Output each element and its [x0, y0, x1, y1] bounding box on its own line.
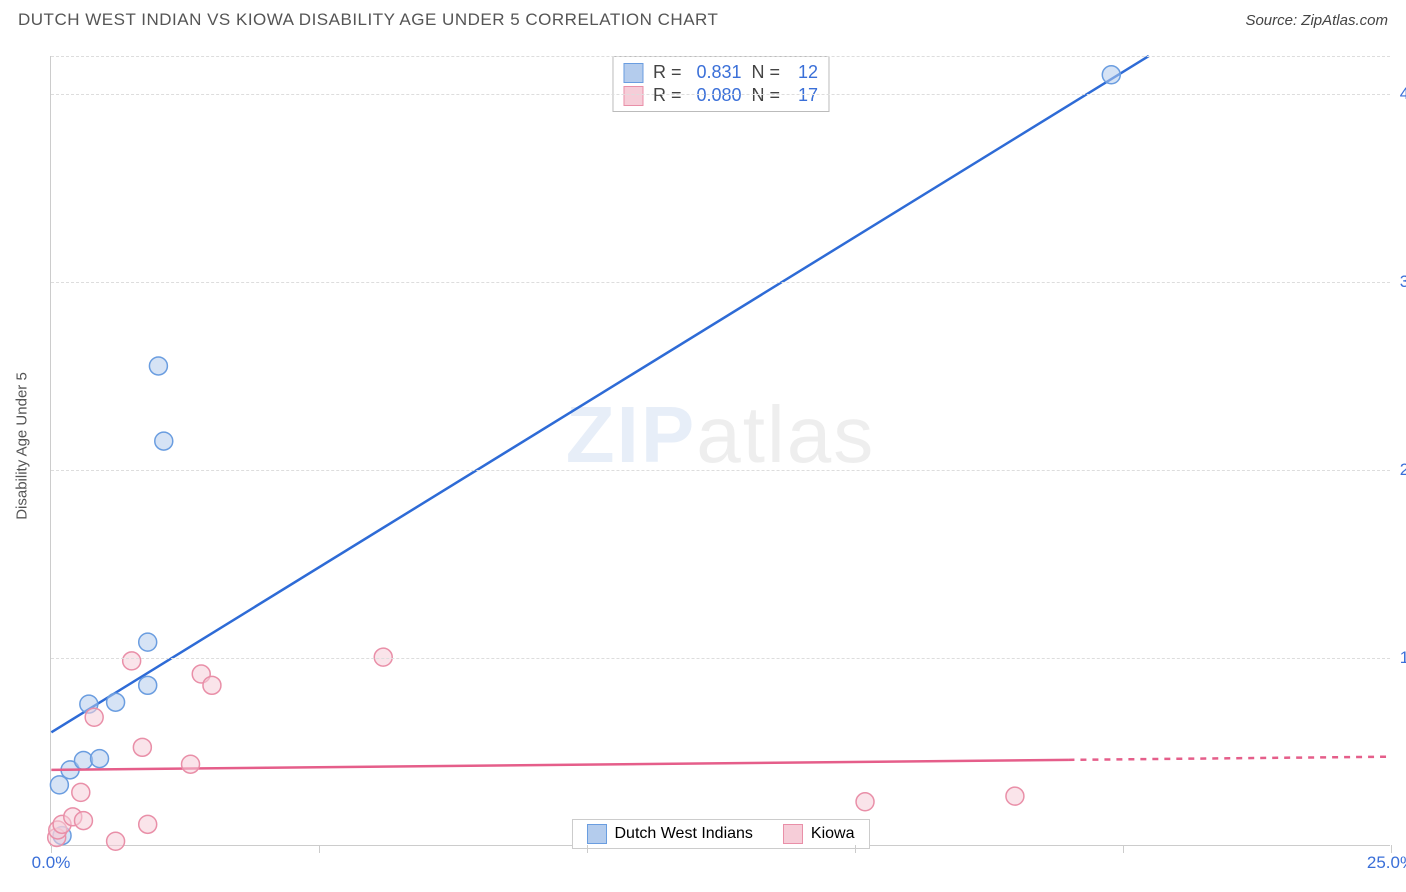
legend-label: Dutch West Indians [614, 825, 752, 843]
data-point [203, 676, 221, 694]
legend-swatch [783, 824, 803, 844]
r-value: 0.080 [692, 85, 742, 106]
legend-stat-row: R = 0.831 N = 12 [619, 61, 822, 84]
data-point [139, 676, 157, 694]
y-tick-label: 20.0% [1400, 460, 1406, 480]
correlation-stats-legend: R = 0.831 N = 12 R = 0.080 N = 17 [612, 56, 829, 112]
data-point [1102, 66, 1120, 84]
data-point [133, 738, 151, 756]
data-point [182, 755, 200, 773]
gridline [51, 56, 1390, 57]
r-label: R = [653, 62, 682, 83]
n-value: 17 [790, 85, 818, 106]
y-tick-label: 40.0% [1400, 84, 1406, 104]
data-point [139, 815, 157, 833]
x-tick-label: 25.0% [1367, 853, 1406, 873]
chart-plot-area: ZIPatlas R =0.831N =12R =0.080N =17 Dutc… [50, 56, 1390, 846]
r-label: R = [653, 85, 682, 106]
data-point [85, 708, 103, 726]
x-tick [319, 845, 320, 853]
legend-item: Kiowa [783, 824, 855, 844]
legend-swatch [623, 86, 643, 106]
gridline [51, 658, 1390, 659]
data-point [74, 812, 92, 830]
chart-title: DUTCH WEST INDIAN VS KIOWA DISABILITY AG… [18, 10, 718, 30]
x-tick [855, 845, 856, 853]
x-tick [51, 845, 52, 853]
data-point [123, 652, 141, 670]
data-point [72, 783, 90, 801]
data-point [149, 357, 167, 375]
r-value: 0.831 [692, 62, 742, 83]
legend-stat-row: R = 0.080 N = 17 [619, 84, 822, 107]
y-tick-label: 10.0% [1400, 648, 1406, 668]
x-tick [1391, 845, 1392, 853]
legend-label: Kiowa [811, 825, 855, 843]
source-attribution: Source: ZipAtlas.com [1245, 12, 1388, 29]
scatter-plot-svg [51, 56, 1390, 845]
data-point [74, 751, 92, 769]
data-point [107, 832, 125, 850]
legend-swatch [586, 824, 606, 844]
data-point [155, 432, 173, 450]
n-label: N = [752, 85, 781, 106]
gridline [51, 470, 1390, 471]
x-tick-label: 0.0% [32, 853, 71, 873]
y-tick-label: 30.0% [1400, 272, 1406, 292]
series-legend: Dutch West Indians Kiowa [571, 819, 869, 849]
x-tick [587, 845, 588, 853]
n-label: N = [752, 62, 781, 83]
data-point [50, 776, 68, 794]
y-axis-label: Disability Age Under 5 [14, 372, 31, 520]
data-point [139, 633, 157, 651]
data-point [107, 693, 125, 711]
gridline [51, 282, 1390, 283]
header: DUTCH WEST INDIAN VS KIOWA DISABILITY AG… [0, 0, 1406, 36]
x-tick [1123, 845, 1124, 853]
gridline [51, 94, 1390, 95]
data-point [91, 750, 109, 768]
n-value: 12 [790, 62, 818, 83]
data-point [1006, 787, 1024, 805]
legend-swatch [623, 63, 643, 83]
data-point [856, 793, 874, 811]
legend-item: Dutch West Indians [586, 824, 752, 844]
